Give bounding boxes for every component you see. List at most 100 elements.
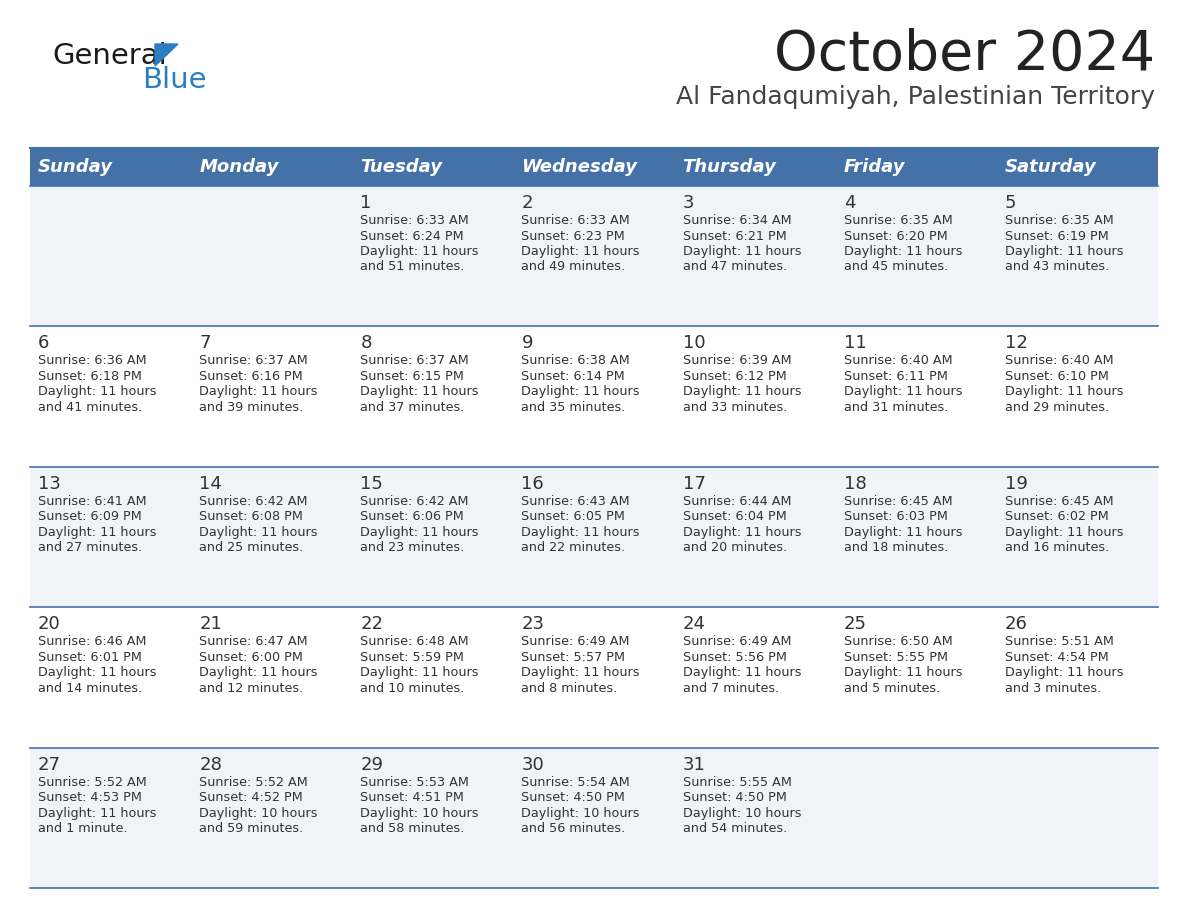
Text: Sunset: 4:50 PM: Sunset: 4:50 PM — [683, 791, 786, 804]
Text: Daylight: 11 hours: Daylight: 11 hours — [683, 526, 801, 539]
Text: and 56 minutes.: and 56 minutes. — [522, 823, 626, 835]
Text: Sunset: 6:14 PM: Sunset: 6:14 PM — [522, 370, 625, 383]
Text: 23: 23 — [522, 615, 544, 633]
Text: 24: 24 — [683, 615, 706, 633]
Text: Sunrise: 5:52 AM: Sunrise: 5:52 AM — [38, 776, 147, 789]
Text: Sunset: 5:57 PM: Sunset: 5:57 PM — [522, 651, 625, 664]
Text: Sunset: 4:50 PM: Sunset: 4:50 PM — [522, 791, 625, 804]
Text: and 33 minutes.: and 33 minutes. — [683, 401, 786, 414]
Text: Sunset: 6:08 PM: Sunset: 6:08 PM — [200, 510, 303, 523]
Text: Sunrise: 6:42 AM: Sunrise: 6:42 AM — [200, 495, 308, 508]
Text: Friday: Friday — [843, 158, 905, 176]
Text: Sunset: 6:19 PM: Sunset: 6:19 PM — [1005, 230, 1108, 242]
Bar — [191, 466, 353, 607]
Bar — [30, 607, 191, 747]
Text: Sunset: 6:05 PM: Sunset: 6:05 PM — [522, 510, 625, 523]
Text: Blue: Blue — [143, 66, 207, 94]
Text: 27: 27 — [38, 756, 61, 774]
Polygon shape — [154, 44, 178, 66]
Text: Sunset: 6:16 PM: Sunset: 6:16 PM — [200, 370, 303, 383]
Text: 25: 25 — [843, 615, 867, 633]
Text: and 47 minutes.: and 47 minutes. — [683, 261, 786, 274]
Text: 10: 10 — [683, 334, 706, 353]
Text: 1: 1 — [360, 194, 372, 212]
Text: and 23 minutes.: and 23 minutes. — [360, 542, 465, 554]
Bar — [997, 327, 1158, 466]
Text: and 37 minutes.: and 37 minutes. — [360, 401, 465, 414]
Text: and 7 minutes.: and 7 minutes. — [683, 682, 779, 695]
Bar — [835, 466, 997, 607]
Text: 30: 30 — [522, 756, 544, 774]
Text: Daylight: 10 hours: Daylight: 10 hours — [360, 807, 479, 820]
Bar — [30, 747, 191, 888]
Text: 14: 14 — [200, 475, 222, 493]
Text: Sunset: 5:59 PM: Sunset: 5:59 PM — [360, 651, 465, 664]
Text: Sunrise: 5:52 AM: Sunrise: 5:52 AM — [200, 776, 308, 789]
Text: Sunset: 5:56 PM: Sunset: 5:56 PM — [683, 651, 786, 664]
Text: Sunrise: 6:40 AM: Sunrise: 6:40 AM — [1005, 354, 1113, 367]
Text: Daylight: 10 hours: Daylight: 10 hours — [683, 807, 801, 820]
Bar — [675, 327, 835, 466]
Text: Daylight: 11 hours: Daylight: 11 hours — [522, 245, 640, 258]
Text: 8: 8 — [360, 334, 372, 353]
Text: 9: 9 — [522, 334, 533, 353]
Text: 13: 13 — [38, 475, 61, 493]
Text: 31: 31 — [683, 756, 706, 774]
Text: Sunset: 6:12 PM: Sunset: 6:12 PM — [683, 370, 786, 383]
Text: Sunset: 6:06 PM: Sunset: 6:06 PM — [360, 510, 465, 523]
Text: Daylight: 11 hours: Daylight: 11 hours — [38, 526, 157, 539]
Text: Daylight: 11 hours: Daylight: 11 hours — [1005, 666, 1124, 679]
Text: Sunrise: 6:50 AM: Sunrise: 6:50 AM — [843, 635, 953, 648]
Text: and 10 minutes.: and 10 minutes. — [360, 682, 465, 695]
Text: 4: 4 — [843, 194, 855, 212]
Text: and 16 minutes.: and 16 minutes. — [1005, 542, 1110, 554]
Bar — [997, 747, 1158, 888]
Text: Daylight: 11 hours: Daylight: 11 hours — [360, 245, 479, 258]
Text: Daylight: 11 hours: Daylight: 11 hours — [1005, 245, 1124, 258]
Text: and 1 minute.: and 1 minute. — [38, 823, 127, 835]
Text: and 35 minutes.: and 35 minutes. — [522, 401, 626, 414]
Bar — [30, 327, 191, 466]
Text: and 27 minutes.: and 27 minutes. — [38, 542, 143, 554]
Text: Sunrise: 6:44 AM: Sunrise: 6:44 AM — [683, 495, 791, 508]
Text: Sunrise: 6:48 AM: Sunrise: 6:48 AM — [360, 635, 469, 648]
Text: Sunset: 6:01 PM: Sunset: 6:01 PM — [38, 651, 141, 664]
Text: Sunrise: 5:51 AM: Sunrise: 5:51 AM — [1005, 635, 1113, 648]
Text: 2: 2 — [522, 194, 533, 212]
Text: 15: 15 — [360, 475, 384, 493]
Text: Sunrise: 6:43 AM: Sunrise: 6:43 AM — [522, 495, 630, 508]
Bar — [513, 186, 675, 327]
Text: Sunset: 4:53 PM: Sunset: 4:53 PM — [38, 791, 141, 804]
Text: and 51 minutes.: and 51 minutes. — [360, 261, 465, 274]
Text: Sunrise: 6:33 AM: Sunrise: 6:33 AM — [360, 214, 469, 227]
Text: Daylight: 11 hours: Daylight: 11 hours — [38, 666, 157, 679]
Text: 28: 28 — [200, 756, 222, 774]
Text: Daylight: 11 hours: Daylight: 11 hours — [522, 386, 640, 398]
Text: 18: 18 — [843, 475, 866, 493]
Text: and 14 minutes.: and 14 minutes. — [38, 682, 143, 695]
Text: Sunset: 6:18 PM: Sunset: 6:18 PM — [38, 370, 141, 383]
Bar — [835, 186, 997, 327]
Bar — [835, 747, 997, 888]
Bar — [30, 186, 191, 327]
Text: Wednesday: Wednesday — [522, 158, 638, 176]
Text: and 5 minutes.: and 5 minutes. — [843, 682, 940, 695]
Text: Sunset: 6:03 PM: Sunset: 6:03 PM — [843, 510, 948, 523]
Bar — [191, 607, 353, 747]
Text: Sunrise: 6:41 AM: Sunrise: 6:41 AM — [38, 495, 146, 508]
Text: and 18 minutes.: and 18 minutes. — [843, 542, 948, 554]
Text: Sunset: 6:15 PM: Sunset: 6:15 PM — [360, 370, 465, 383]
Text: Daylight: 11 hours: Daylight: 11 hours — [360, 666, 479, 679]
Text: Sunday: Sunday — [38, 158, 113, 176]
Text: Daylight: 11 hours: Daylight: 11 hours — [38, 807, 157, 820]
Bar — [675, 186, 835, 327]
Text: Sunrise: 6:38 AM: Sunrise: 6:38 AM — [522, 354, 630, 367]
Text: Sunrise: 5:55 AM: Sunrise: 5:55 AM — [683, 776, 791, 789]
Bar — [513, 747, 675, 888]
Text: General: General — [52, 42, 166, 70]
Text: Daylight: 11 hours: Daylight: 11 hours — [843, 386, 962, 398]
Text: Daylight: 11 hours: Daylight: 11 hours — [38, 386, 157, 398]
Text: 17: 17 — [683, 475, 706, 493]
Text: Daylight: 11 hours: Daylight: 11 hours — [1005, 526, 1124, 539]
Text: and 59 minutes.: and 59 minutes. — [200, 823, 303, 835]
